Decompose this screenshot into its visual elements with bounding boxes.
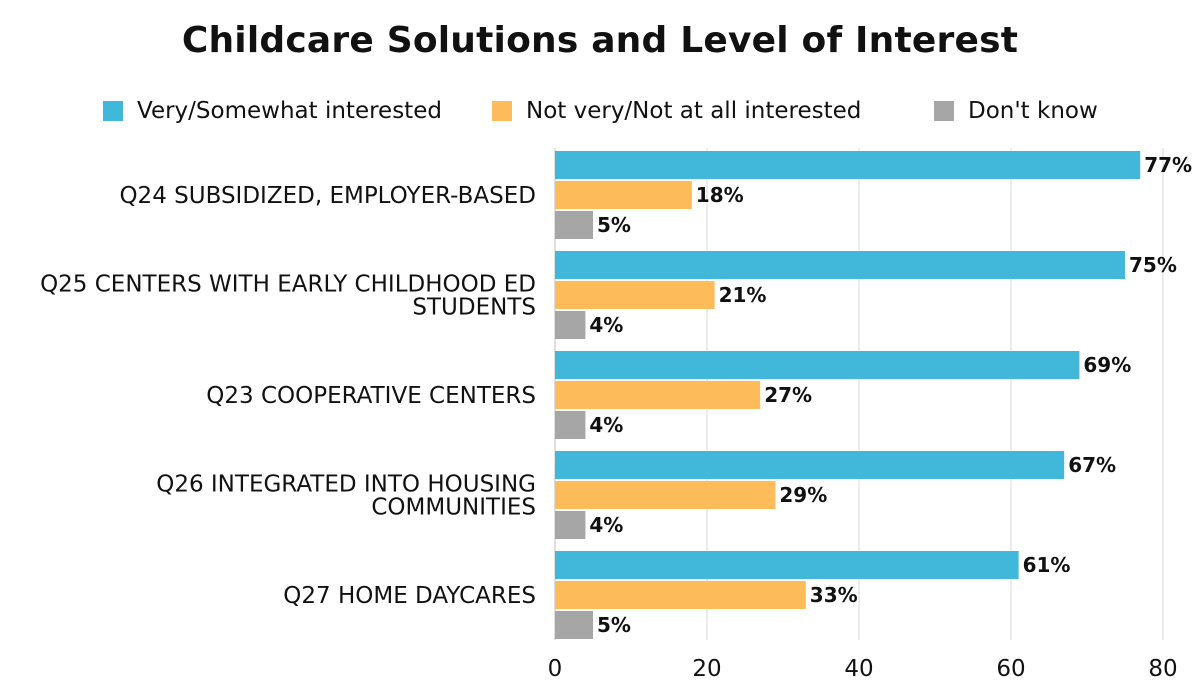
legend-swatch-dont-know	[934, 101, 954, 121]
data-label: 5%	[597, 613, 631, 637]
bar-very-somewhat-interested	[555, 351, 1080, 379]
data-label: 29%	[779, 483, 827, 507]
category-label: Q26 INTEGRATED INTO HOUSING	[156, 472, 536, 498]
bar-not-very-not-at-all-interested	[555, 181, 692, 209]
data-label: 4%	[589, 413, 623, 437]
labels: 0 20 40 60 80 77% 18% 5% Q24 SUBSIDIZED, EMPLOYE…	[40, 153, 1192, 682]
category-label: STUDENTS	[412, 295, 536, 321]
bar-not-very-not-at-all-interested	[555, 581, 806, 609]
bar-not-very-not-at-all-interested	[555, 281, 715, 309]
category-label: Q25 CENTERS WITH EARLY CHILDHOOD ED	[40, 272, 536, 298]
bar-very-somewhat-interested	[555, 451, 1065, 479]
bar-don-t-know	[555, 611, 593, 639]
category-label: Q27 HOME DAYCARES	[283, 583, 536, 609]
bar-don-t-know	[555, 411, 586, 439]
data-label: 21%	[719, 283, 767, 307]
bar-very-somewhat-interested	[555, 551, 1019, 579]
bar-very-somewhat-interested	[555, 151, 1141, 179]
category-label: COMMUNITIES	[371, 495, 536, 521]
data-label: 18%	[696, 183, 744, 207]
bars	[555, 151, 1141, 639]
data-label: 77%	[1144, 153, 1192, 177]
data-label: 5%	[597, 213, 631, 237]
legend-swatch-not-very	[492, 101, 512, 121]
bar-not-very-not-at-all-interested	[555, 381, 761, 409]
bar-very-somewhat-interested	[555, 251, 1125, 279]
bar-don-t-know	[555, 311, 586, 339]
legend-swatch-very-somewhat	[103, 101, 123, 121]
legend-label-not-very: Not very/Not at all interested	[526, 98, 862, 124]
chart-title: Childcare Solutions and Level of Interes…	[181, 20, 1019, 61]
data-label: 75%	[1129, 253, 1177, 277]
x-tick-label: 80	[1148, 656, 1177, 682]
legend-item-dont-know: Don't know	[934, 94, 1098, 128]
legend: Very/Somewhat interested Not very/Not at…	[0, 94, 1200, 128]
data-label: 69%	[1083, 353, 1131, 377]
bar-don-t-know	[555, 211, 593, 239]
x-tick-label: 20	[692, 656, 721, 682]
legend-item-very-somewhat: Very/Somewhat interested	[103, 94, 442, 128]
x-tick-label: 0	[548, 656, 563, 682]
data-label: 61%	[1023, 553, 1071, 577]
category-label: Q24 SUBSIDIZED, EMPLOYER-BASED	[119, 183, 536, 209]
legend-label-very-somewhat: Very/Somewhat interested	[137, 98, 442, 124]
category-label: Q23 COOPERATIVE CENTERS	[206, 383, 536, 409]
legend-item-not-very: Not very/Not at all interested	[492, 94, 861, 128]
data-label: 4%	[589, 313, 623, 337]
x-tick-label: 40	[844, 656, 873, 682]
legend-label-dont-know: Don't know	[968, 98, 1098, 124]
data-label: 27%	[764, 383, 812, 407]
data-label: 33%	[810, 583, 858, 607]
bar-don-t-know	[555, 511, 586, 539]
data-label: 67%	[1068, 453, 1116, 477]
x-tick-label: 60	[996, 656, 1025, 682]
bar-not-very-not-at-all-interested	[555, 481, 776, 509]
data-label: 4%	[589, 513, 623, 537]
